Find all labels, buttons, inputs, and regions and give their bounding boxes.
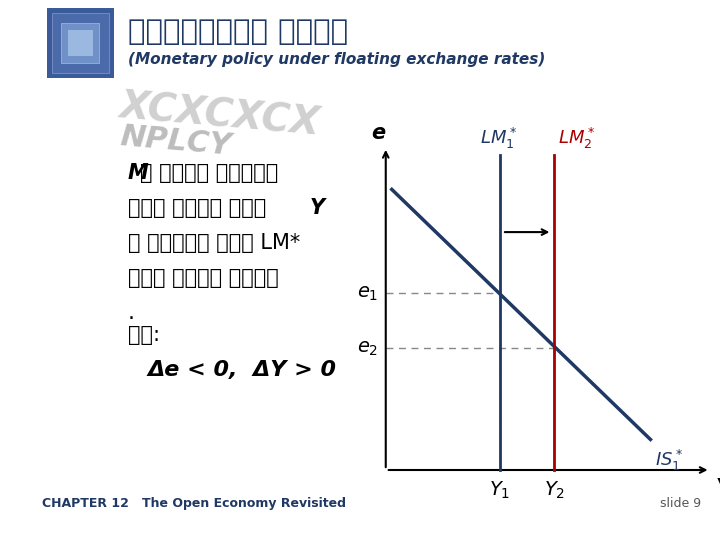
Text: $\mathit{IS}_1^*$: $\mathit{IS}_1^*$ bbox=[655, 448, 683, 472]
Text: 균형을 회복하기 위하여: 균형을 회복하기 위하여 bbox=[128, 198, 273, 218]
Text: 곡선이 우측으로 이동한다: 곡선이 우측으로 이동한다 bbox=[128, 268, 279, 288]
Text: (Monetary policy under floating exchange rates): (Monetary policy under floating exchange… bbox=[128, 52, 545, 67]
Bar bbox=[52, 13, 109, 73]
Text: 결과:: 결과: bbox=[128, 325, 160, 345]
Text: slide 9: slide 9 bbox=[660, 497, 701, 510]
Text: $\mathit{Y}_1$: $\mathit{Y}_1$ bbox=[490, 480, 510, 501]
Text: $\mathit{e}_2$: $\mathit{e}_2$ bbox=[357, 339, 378, 357]
Text: NPLCY: NPLCY bbox=[118, 122, 233, 160]
Text: Δe < 0,  ΔY > 0: Δe < 0, ΔY > 0 bbox=[147, 360, 336, 380]
Bar bbox=[68, 30, 93, 56]
Text: Y: Y bbox=[715, 478, 720, 498]
Text: 변동환율하에서의 통화정책: 변동환율하에서의 통화정책 bbox=[128, 18, 348, 46]
Text: 이 증가하면 화폐시장의: 이 증가하면 화폐시장의 bbox=[140, 163, 279, 183]
Text: CHAPTER 12   The Open Economy Revisited: CHAPTER 12 The Open Economy Revisited bbox=[42, 497, 346, 510]
Text: XCXCXCX: XCXCXCX bbox=[118, 88, 323, 144]
Text: M: M bbox=[128, 163, 148, 183]
Text: $\mathit{Y}_2$: $\mathit{Y}_2$ bbox=[544, 480, 564, 501]
Text: $\mathit{LM}_2^*$: $\mathit{LM}_2^*$ bbox=[558, 126, 595, 151]
Text: .: . bbox=[128, 303, 135, 323]
Text: $\mathit{LM}_1^*$: $\mathit{LM}_1^*$ bbox=[480, 126, 517, 151]
Text: e: e bbox=[371, 123, 385, 143]
Text: Y: Y bbox=[310, 198, 325, 218]
Text: $\mathit{e}_1$: $\mathit{e}_1$ bbox=[356, 284, 378, 302]
Bar bbox=[47, 8, 114, 78]
Bar bbox=[61, 23, 99, 63]
Text: 가 증가하여야 하므로 LM*: 가 증가하여야 하므로 LM* bbox=[128, 233, 300, 253]
